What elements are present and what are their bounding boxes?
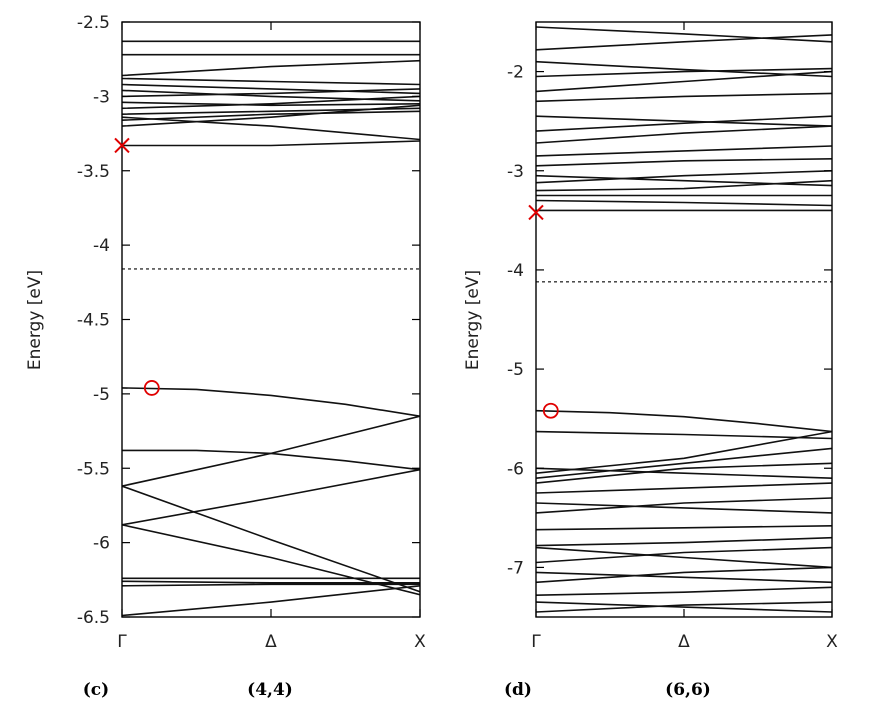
band-line: [536, 125, 832, 144]
x-tick-label: Δ: [265, 632, 277, 652]
plot-area: [536, 26, 832, 613]
band-line: [536, 566, 832, 584]
x-tick-label: Γ: [117, 632, 127, 652]
band-line: [536, 447, 832, 479]
band-line: [536, 158, 832, 167]
band-line: [536, 546, 832, 564]
y-tick-label: -5.5: [77, 459, 110, 479]
y-tick-label: -3: [507, 162, 524, 182]
band-line: [536, 170, 832, 184]
band-line: [536, 601, 832, 613]
band-line: [122, 585, 420, 617]
panel-label: (d): [504, 680, 532, 700]
band-line: [122, 468, 420, 526]
y-tick-label: -6: [93, 534, 110, 554]
band-line: [122, 116, 420, 141]
y-axis-title: Energy [eV]: [463, 270, 483, 370]
x-tick-label: X: [414, 632, 426, 652]
vbm-circle-marker: [542, 402, 559, 419]
band-line: [536, 26, 832, 43]
band-line: [536, 67, 832, 78]
band-line: [536, 115, 832, 127]
x-tick-label: X: [826, 632, 838, 652]
plot-area: [122, 40, 420, 617]
y-tick-label: -6: [507, 459, 524, 479]
cbm-cross-marker: [114, 137, 130, 154]
band-line: [122, 580, 420, 584]
band-line: [122, 140, 420, 147]
band-line: [122, 59, 420, 77]
band-line: [536, 497, 832, 514]
y-tick-label: -2: [507, 63, 524, 83]
band-line: [536, 145, 832, 157]
y-tick-label: -4: [507, 261, 524, 281]
band-line: [536, 199, 832, 207]
panel-d: -2 -3 -4 -5 -6 -7 Γ Δ X Energy [eV] (d) (6,6): [463, 21, 838, 700]
y-tick-label: -5: [507, 360, 524, 380]
cross-stroke: [114, 137, 130, 154]
band-line: [122, 415, 420, 487]
band-line: [122, 104, 420, 127]
x-tick-label: Δ: [678, 632, 690, 652]
y-tick-label: -4.5: [77, 311, 110, 331]
band-line: [536, 571, 832, 584]
cross-stroke: [528, 204, 544, 221]
y-tick-label: -4: [93, 236, 110, 256]
y-tick-label: -3: [93, 87, 110, 107]
band-line: [536, 462, 832, 484]
band-line: [536, 409, 832, 433]
band-line: [536, 115, 832, 132]
band-line: [122, 101, 420, 107]
band-line: [536, 179, 832, 192]
y-tick-label: -5: [93, 385, 110, 405]
y-tick-label: -2.5: [77, 13, 110, 33]
y-axis-title: Energy [eV]: [25, 270, 45, 370]
y-tick-label: -3.5: [77, 162, 110, 182]
band-line: [536, 502, 832, 514]
cbm-cross-marker: [528, 204, 544, 221]
y-tick-label: -7: [507, 558, 524, 578]
band-line: [536, 546, 832, 569]
band-line: [122, 83, 420, 95]
band-line: [122, 583, 420, 587]
band-line: [536, 34, 832, 51]
band-line: [536, 482, 832, 494]
band-line: [536, 92, 832, 103]
band-line: [536, 70, 832, 93]
band-line: [536, 430, 832, 440]
panel-title: (6,6): [665, 680, 711, 700]
band-line: [122, 77, 420, 86]
band-line: [122, 387, 420, 417]
band-line: [122, 110, 420, 121]
band-line: [122, 95, 420, 110]
panel-c: -2.5 -3 -3.5 -4 -4.5 -5 -5.5 -6 -6.5 Γ Δ X Energy [e…: [25, 13, 426, 700]
x-tick-label: Γ: [531, 632, 541, 652]
band-line: [536, 601, 832, 613]
band-line: [536, 430, 832, 474]
band-line: [122, 485, 420, 593]
panel-label: (c): [83, 680, 109, 700]
band-line: [536, 525, 832, 531]
panel-title: (4,4): [247, 680, 293, 700]
y-tick-label: -6.5: [77, 608, 110, 628]
band-line: [536, 467, 832, 479]
vbm-circle-marker: [143, 380, 160, 396]
band-line: [536, 586, 832, 596]
band-line: [122, 88, 420, 98]
band-line: [536, 536, 832, 547]
